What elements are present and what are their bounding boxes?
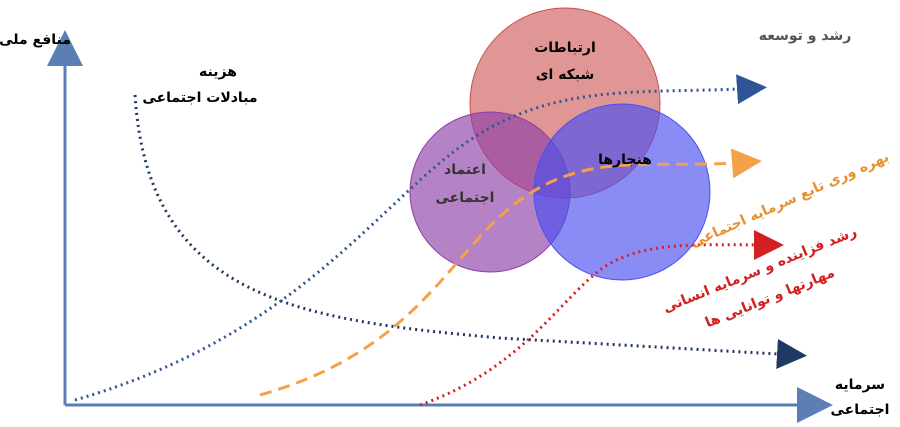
circle-label: اعتماد (444, 162, 486, 178)
curve-label: هزینه (199, 64, 237, 80)
x-axis-label: اجتماعی (831, 402, 890, 418)
curve-label: رشد و توسعه (759, 28, 852, 44)
circle-norms (533, 103, 711, 281)
x-axis-label: سرمایه (835, 377, 885, 393)
y-axis-label: منافع ملی (0, 32, 71, 48)
circle-label: هنجارها (598, 152, 652, 168)
circle-label: شبکه ای (536, 67, 595, 83)
curve-label: مبادلات اجتماعی (142, 90, 257, 106)
growth-curve (74, 74, 767, 402)
productivity-curve (259, 148, 762, 397)
curve-label: مهارتها و توانایی ها (703, 265, 837, 332)
human-capital-curve (419, 229, 784, 407)
cost-curve (133, 94, 807, 369)
circle-label: اجتماعی (436, 190, 495, 206)
circle-label: ارتباطات (534, 40, 596, 56)
